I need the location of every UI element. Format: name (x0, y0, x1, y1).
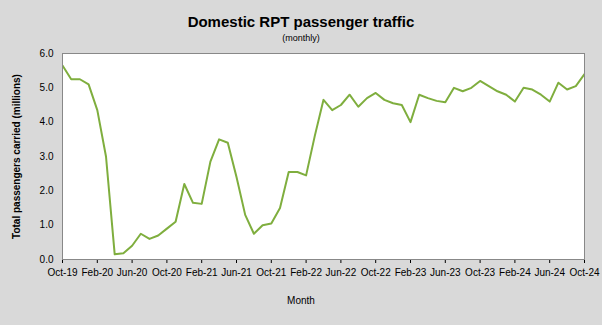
svg-text:Oct-21: Oct-21 (256, 267, 286, 278)
svg-text:Feb-23: Feb-23 (395, 267, 427, 278)
svg-text:3.0: 3.0 (40, 151, 54, 162)
svg-text:2.0: 2.0 (40, 185, 54, 196)
svg-text:Jun-24: Jun-24 (534, 267, 565, 278)
html-text:Month: Month (287, 295, 315, 306)
svg-text:6.0: 6.0 (40, 48, 54, 59)
svg-text:Oct-22: Oct-22 (361, 267, 391, 278)
html-text:(monthly): (monthly) (282, 33, 320, 43)
svg-text:1.0: 1.0 (40, 219, 54, 230)
svg-text:Jun-21: Jun-21 (221, 267, 252, 278)
svg-text:Feb-21: Feb-21 (186, 267, 218, 278)
svg-text:4.0: 4.0 (40, 116, 54, 127)
svg-text:Total passengers carried (mill: Total passengers carried (millions) (11, 74, 22, 239)
svg-text:Oct-19: Oct-19 (47, 267, 77, 278)
svg-text:5.0: 5.0 (40, 82, 54, 93)
svg-text:0.0: 0.0 (40, 254, 54, 265)
svg-text:Jun-22: Jun-22 (326, 267, 357, 278)
svg-text:Oct-20: Oct-20 (152, 267, 182, 278)
html-text:Domestic RPT passenger traffic: Domestic RPT passenger traffic (187, 13, 415, 30)
svg-text:Feb-20: Feb-20 (81, 267, 113, 278)
svg-text:Feb-22: Feb-22 (290, 267, 322, 278)
svg-text:Jun-20: Jun-20 (117, 267, 148, 278)
svg-text:Oct-24: Oct-24 (569, 267, 599, 278)
svg-text:Oct-23: Oct-23 (465, 267, 495, 278)
svg-text:Jun-23: Jun-23 (430, 267, 461, 278)
svg-text:Feb-24: Feb-24 (499, 267, 531, 278)
